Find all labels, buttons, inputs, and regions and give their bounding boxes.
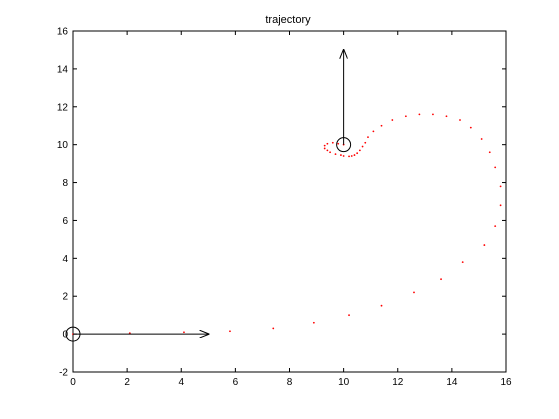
trajectory-point — [272, 327, 275, 330]
trajectory-point — [361, 145, 364, 148]
x-tick-label: 16 — [500, 377, 512, 388]
x-tick-label: 4 — [178, 377, 184, 388]
trajectory-point — [342, 155, 345, 157]
trajectory-point — [331, 141, 334, 144]
trajectory-point — [499, 185, 502, 188]
trajectory-point — [356, 152, 359, 155]
trajectory-point — [461, 261, 464, 264]
trajectory-point — [326, 149, 329, 152]
x-tick-label: 0 — [70, 377, 76, 388]
trajectory-points — [72, 113, 502, 336]
y-tick-label: 0 — [62, 330, 68, 341]
x-tick-label: 10 — [338, 377, 350, 388]
x-tick-label: 8 — [287, 377, 293, 388]
trajectory-point — [367, 136, 369, 138]
trajectory-point — [494, 225, 497, 228]
trajectory-point — [480, 138, 483, 140]
trajectory-point — [340, 154, 342, 156]
y-tick-label: 10 — [57, 140, 69, 151]
x-tick-label: 6 — [233, 377, 239, 388]
y-tick-label: 6 — [62, 216, 68, 227]
trajectory-point — [483, 244, 486, 246]
trajectory-point — [337, 142, 340, 145]
y-tick-label: 12 — [57, 102, 69, 113]
x-tick-label: 2 — [124, 377, 130, 388]
y-axis: -2 0 2 4 6 8 10 12 14 16 — [57, 27, 506, 379]
trajectory-point — [432, 113, 434, 116]
trajectory-point — [494, 166, 497, 169]
y-tick-label: 14 — [57, 64, 69, 75]
plot-area — [72, 30, 507, 373]
trajectory-point — [353, 154, 356, 156]
trajectory-point — [348, 314, 350, 317]
trajectory-point — [445, 115, 448, 118]
trajectory-point — [372, 130, 375, 133]
y-tick-label: 8 — [62, 178, 68, 189]
trajectory-point — [326, 142, 329, 145]
trajectory-point — [469, 126, 472, 129]
trajectory-point — [391, 119, 394, 121]
y-tick-label: 16 — [57, 27, 69, 38]
trajectory-point — [334, 153, 337, 156]
y-tick-label: 4 — [62, 254, 68, 265]
trajectory-point — [348, 155, 350, 158]
trajectory-point — [350, 155, 353, 157]
trajectory-point — [364, 141, 367, 144]
trajectory-point — [229, 330, 231, 333]
trajectory-point — [323, 147, 326, 150]
x-tick-label: 12 — [392, 377, 404, 388]
trajectory-point — [413, 291, 415, 294]
x-tick-label: 14 — [446, 377, 458, 388]
y-tick-label: -2 — [59, 368, 68, 379]
trajectory-point — [488, 151, 491, 154]
trajectory-point — [329, 151, 331, 154]
trajectory-point — [404, 115, 407, 118]
trajectory-point — [440, 278, 442, 281]
pose-markers — [65, 50, 352, 342]
x-axis: 0 2 4 6 8 10 12 14 16 — [70, 31, 512, 388]
trajectory-point — [358, 149, 361, 152]
trajectory-point — [312, 321, 315, 324]
chart-title: trajectory — [265, 14, 311, 26]
trajectory-point — [183, 331, 185, 334]
trajectory-point — [459, 119, 461, 121]
trajectory-point — [380, 124, 383, 127]
trajectory-point — [418, 113, 421, 116]
trajectory-point — [499, 204, 502, 207]
trajectory-point — [380, 304, 383, 307]
y-tick-label: 2 — [62, 292, 68, 303]
trajectory-point — [323, 144, 326, 147]
